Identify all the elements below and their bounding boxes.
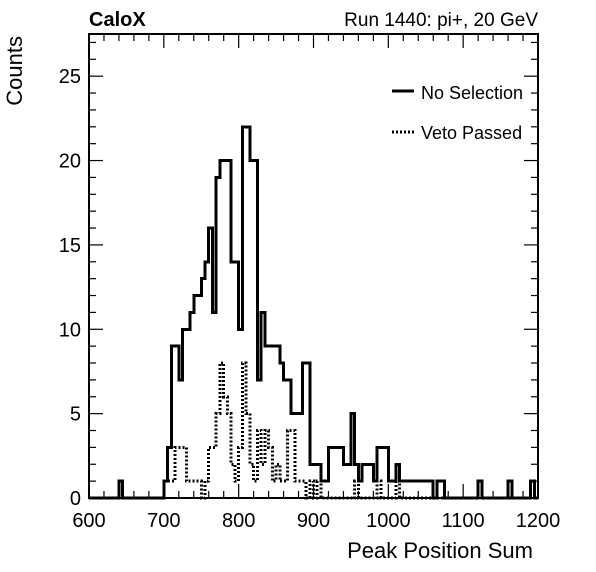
histogram-bin <box>366 464 370 498</box>
y-tick-label: 5 <box>70 404 81 426</box>
plot-frame <box>88 33 539 499</box>
histogram-bin <box>269 447 273 498</box>
run-label: Run 1440: pi+, 20 GeV <box>344 10 538 31</box>
histogram-bin <box>340 447 344 498</box>
histogram-bin <box>411 481 415 498</box>
histogram-bin <box>347 464 351 498</box>
histogram-bin <box>198 481 202 498</box>
x-tick-label: 700 <box>147 510 180 532</box>
x-tick-label: 900 <box>297 510 330 532</box>
x-tick-label: 1100 <box>442 510 485 532</box>
histogram-bin <box>287 431 291 498</box>
histogram-bin <box>531 481 535 498</box>
series-outline <box>89 361 538 500</box>
histogram-bin <box>317 481 321 498</box>
series-veto-passed <box>89 361 538 500</box>
y-axis: 0 5 10 15 20 25 <box>59 41 538 510</box>
x-tick-label: 600 <box>72 510 105 532</box>
histogram-bin <box>381 447 385 498</box>
histogram-bin <box>194 296 198 498</box>
histogram-bin <box>362 464 366 498</box>
histogram-bin <box>396 481 400 498</box>
histogram-bin <box>302 481 306 498</box>
histogram-bin <box>231 464 235 498</box>
y-tick-label: 20 <box>59 151 81 173</box>
histogram-bin <box>306 363 310 498</box>
histogram-bin <box>291 431 295 498</box>
histogram-bin <box>328 447 332 498</box>
histogram-bin <box>302 363 306 498</box>
histogram-bin <box>332 447 336 498</box>
legend-label-veto-passed: Veto Passed <box>421 123 522 143</box>
histogram-bin <box>201 279 205 498</box>
histogram-bin <box>246 414 250 498</box>
histogram-bin <box>198 296 202 498</box>
y-tick-label: 10 <box>59 319 81 341</box>
histogram-bin <box>179 447 183 498</box>
histogram-bin <box>426 481 430 498</box>
histogram-bin <box>242 363 246 498</box>
histogram-bin <box>175 447 179 498</box>
histogram-bin <box>377 481 381 498</box>
histogram-bin <box>212 447 216 498</box>
histogram-bin <box>227 414 231 498</box>
histogram-bin <box>407 481 411 498</box>
series-no-selection <box>89 125 538 500</box>
histogram-bin <box>276 464 280 498</box>
histogram-bin <box>190 312 194 498</box>
histogram-bin <box>422 481 426 498</box>
histogram-bin <box>441 481 445 498</box>
histogram-bin <box>183 447 187 498</box>
histogram-bin <box>265 431 269 498</box>
histogram-bin <box>235 262 239 498</box>
histogram-bin <box>261 464 265 498</box>
y-axis-label: Counts <box>2 36 27 106</box>
histogram-bin <box>220 363 224 498</box>
y-tick-label: 15 <box>59 235 81 257</box>
legend-label-no-selection: No Selection <box>421 83 523 103</box>
histogram-bin <box>209 447 213 498</box>
histogram-bin <box>272 481 276 498</box>
histogram-bin <box>171 481 175 498</box>
x-tick-label: 1200 <box>516 510 561 532</box>
histogram-bin <box>186 481 190 498</box>
y-tick-label: 25 <box>59 66 81 88</box>
x-axis: 600 700 800 900 1000 1100 1200 <box>72 34 560 532</box>
histogram-bin <box>336 447 340 498</box>
legend: No Selection Veto Passed <box>392 83 523 143</box>
y-tick-label: 0 <box>70 488 81 510</box>
histogram-bin <box>168 481 172 498</box>
experiment-label: CaloX <box>89 9 146 31</box>
histogram-bin <box>224 397 228 498</box>
x-tick-label: 1000 <box>366 510 411 532</box>
x-tick-label: 800 <box>222 510 255 532</box>
histogram-bin <box>437 481 441 498</box>
x-axis-label: Peak Position Sum <box>347 538 533 563</box>
histogram-bin <box>257 431 261 498</box>
histogram-bin <box>216 414 220 498</box>
series-outline <box>89 125 538 500</box>
series-layer <box>89 125 538 500</box>
